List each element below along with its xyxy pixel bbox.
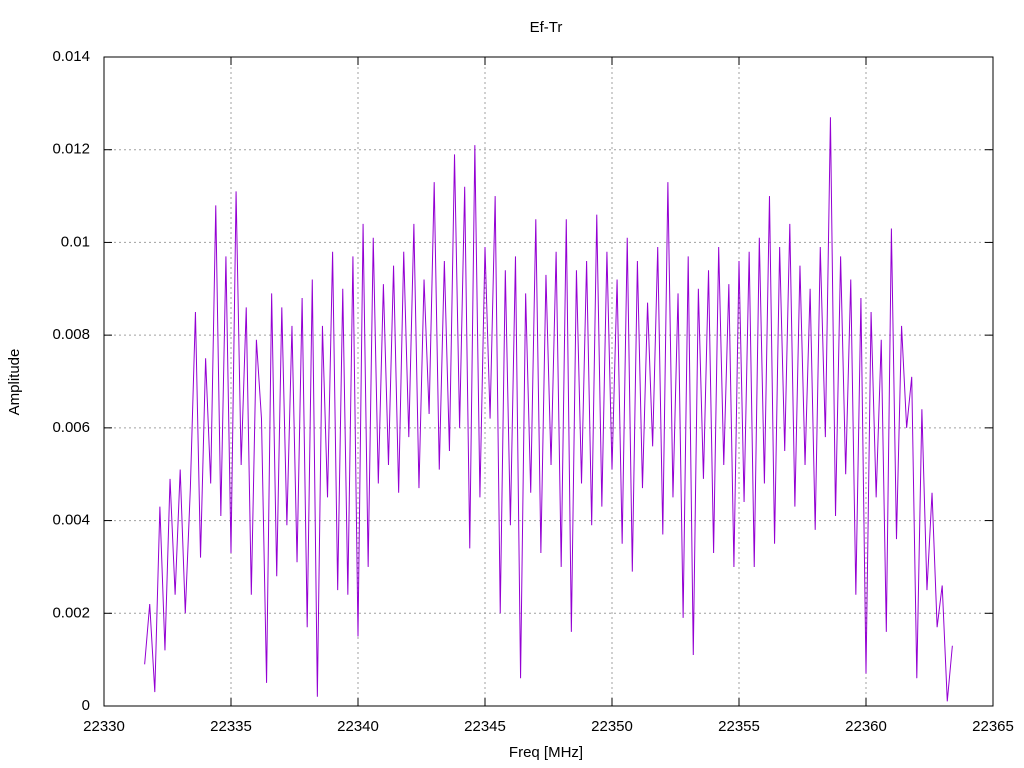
- x-tick-label: 22345: [464, 718, 506, 735]
- x-tick-label: 22340: [337, 718, 379, 735]
- y-tick-label: 0.006: [52, 419, 90, 436]
- x-tick-label: 22360: [845, 718, 887, 735]
- data-line: [144, 117, 953, 702]
- y-tick-label: 0.012: [52, 141, 90, 158]
- x-tick-label: 22355: [718, 718, 760, 735]
- x-tick-label: 22350: [591, 718, 633, 735]
- y-axis-label: Amplitude: [6, 349, 23, 416]
- y-tick-label: 0.01: [61, 233, 90, 250]
- y-tick-label: 0.004: [52, 512, 90, 529]
- x-axis-label: Freq [MHz]: [509, 744, 583, 761]
- y-tick-label: 0.002: [52, 604, 90, 621]
- chart-title: Ef-Tr: [530, 19, 563, 36]
- plot-frame: [103, 56, 994, 707]
- y-tick-label: 0.008: [52, 326, 90, 343]
- x-tick-label: 22335: [210, 718, 252, 735]
- y-tick-label: 0: [82, 697, 90, 714]
- x-tick-label: 22330: [83, 718, 125, 735]
- x-tick-label: 22365: [972, 718, 1014, 735]
- y-tick-label: 0.014: [52, 48, 90, 65]
